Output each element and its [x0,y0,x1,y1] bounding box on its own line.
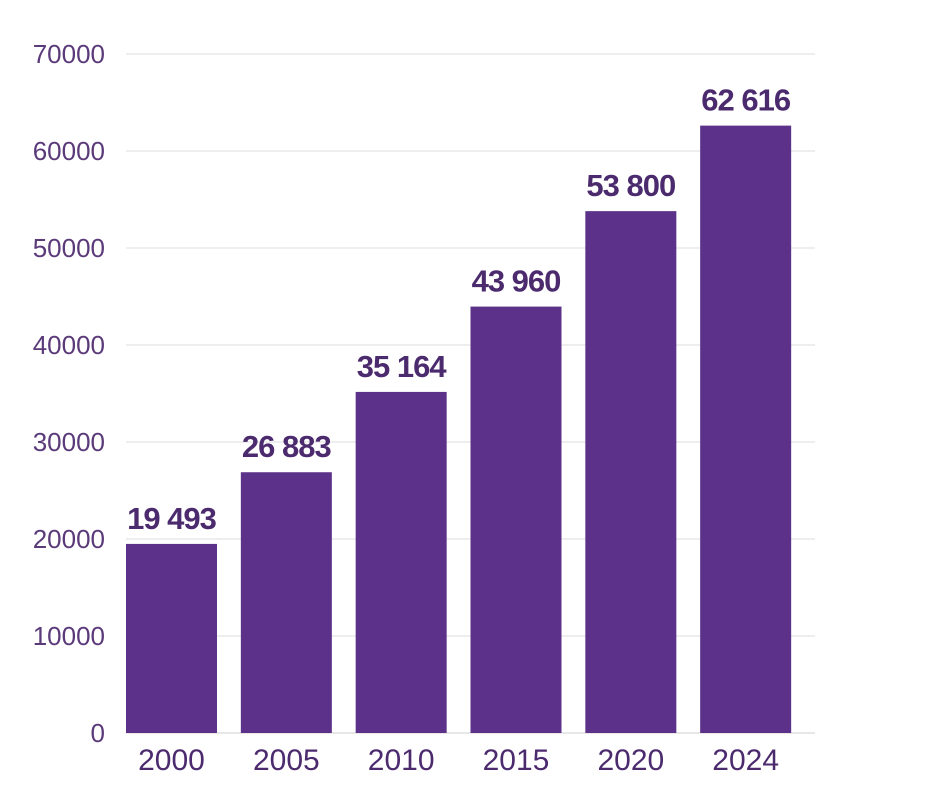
y-tick-label: 30000 [33,427,105,457]
x-tick-label: 2024 [712,744,779,777]
bar [355,391,447,733]
y-tick-label: 50000 [33,233,105,263]
bar [470,306,562,733]
x-tick-label: 2015 [483,744,550,777]
y-tick-label: 0 [91,718,105,748]
bar [240,472,332,733]
x-tick-label: 2020 [597,744,664,777]
x-tick-label: 2000 [138,744,205,777]
y-tick-label: 70000 [33,39,105,69]
bar-value-label: 62 616 [701,83,791,118]
x-tick-label: 2005 [253,744,320,777]
bar-value-label: 53 800 [586,168,675,203]
y-tick-label: 40000 [33,330,105,360]
x-tick-label: 2010 [368,744,435,777]
bars [126,125,792,733]
bar [126,543,217,733]
y-axis-tick-labels: 0 10000 20000 30000 40000 50000 60000 70000 [33,39,105,748]
bar-value-label: 43 960 [472,264,561,299]
bar-value-label: 35 164 [357,349,448,384]
bar-value-labels: 19 493 26 883 35 164 43 960 53 800 62 616 [127,83,792,536]
y-tick-label: 60000 [33,136,105,166]
y-tick-label: 20000 [33,524,105,554]
y-tick-label: 10000 [33,621,105,651]
x-axis-tick-labels: 2000 2005 2010 2015 2020 2024 [138,744,779,777]
bar-value-label: 19 493 [127,501,217,536]
bar-value-label: 26 883 [242,429,332,464]
bar [585,211,677,733]
bar [700,125,792,733]
